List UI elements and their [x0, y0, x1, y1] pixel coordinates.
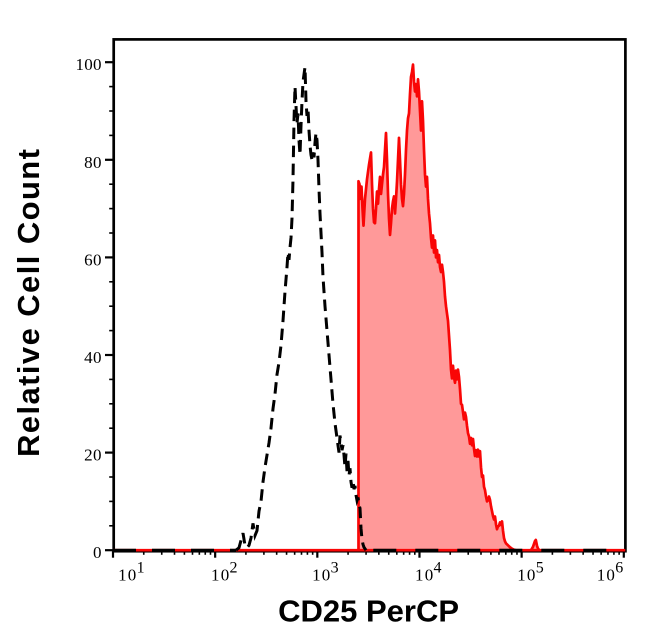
svg-text:6: 6: [615, 559, 623, 576]
svg-text:4: 4: [434, 559, 442, 576]
svg-text:100: 100: [76, 55, 102, 74]
svg-text:60: 60: [84, 250, 101, 269]
svg-text:5: 5: [536, 559, 544, 576]
svg-text:3: 3: [331, 559, 339, 576]
svg-text:20: 20: [84, 446, 101, 465]
svg-text:Relative Cell Count: Relative Cell Count: [11, 149, 46, 457]
svg-text:10: 10: [312, 566, 330, 585]
svg-text:1: 1: [137, 559, 145, 576]
svg-text:2: 2: [230, 559, 238, 576]
svg-text:10: 10: [211, 566, 229, 585]
svg-text:10: 10: [415, 566, 433, 585]
svg-text:0: 0: [93, 543, 102, 562]
svg-text:40: 40: [84, 348, 101, 367]
svg-text:10: 10: [597, 566, 615, 585]
svg-text:10: 10: [118, 566, 136, 585]
svg-text:10: 10: [517, 566, 535, 585]
svg-text:CD25 PerCP: CD25 PerCP: [278, 593, 459, 628]
svg-text:80: 80: [84, 153, 101, 172]
